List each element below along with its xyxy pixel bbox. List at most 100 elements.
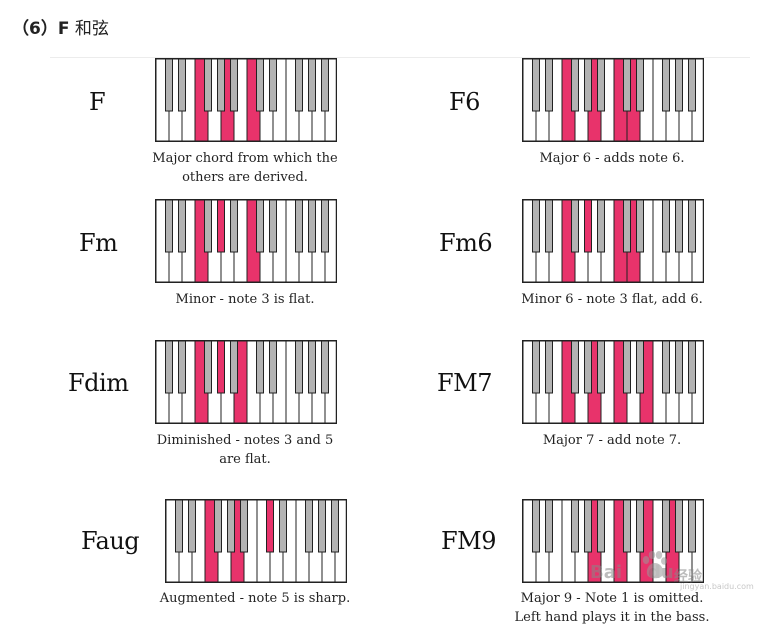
black-key	[597, 58, 605, 112]
section-number: （6）	[12, 19, 58, 39]
chord-description: Major 9 - Note 1 is omitted. Left hand p…	[497, 589, 727, 627]
black-key	[675, 199, 683, 253]
black-key	[227, 499, 235, 553]
chord-name: FM7	[437, 369, 493, 397]
chord-description: Diminished - notes 3 and 5 are flat.	[130, 431, 360, 469]
chord-description: Major chord from which the others are de…	[130, 149, 360, 187]
black-key	[662, 499, 670, 553]
keyboard-frame	[522, 499, 704, 583]
chord-cell-Faug: Faug Augmented - note 5 is sharp.	[0, 0, 350, 606]
black-key	[623, 340, 631, 394]
chord-cell-F6: F6 Major 6 - adds note 6.	[0, 0, 704, 166]
keyboard-diagram	[155, 58, 337, 142]
black-key	[675, 58, 683, 112]
black-key	[178, 340, 186, 394]
black-key	[675, 340, 683, 394]
black-key	[165, 340, 173, 394]
chord-description: Minor 6 - note 3 flat, add 6.	[497, 290, 727, 309]
black-key	[584, 199, 592, 253]
keyboard-frame	[522, 58, 704, 142]
keyboard-diagram	[522, 58, 704, 142]
black-key	[597, 199, 605, 253]
section-chord-letter: F	[57, 19, 70, 39]
black-key	[214, 499, 222, 553]
black-key	[688, 199, 696, 253]
chord-description: Major 6 - adds note 6.	[497, 149, 727, 168]
black-key	[532, 199, 540, 253]
chord-cell-Fdim: Fdim Diminished - notes 3 and 5 are flat…	[0, 0, 340, 467]
black-key	[295, 340, 303, 394]
black-key	[571, 499, 579, 553]
description-line: are flat.	[219, 452, 271, 467]
chord-name: F6	[449, 88, 480, 116]
black-key	[230, 340, 238, 394]
black-key	[321, 340, 329, 394]
description-line: Major chord from which the	[152, 151, 338, 166]
black-key	[636, 340, 644, 394]
chord-description: Augmented - note 5 is sharp.	[140, 589, 370, 608]
keyboard-diagram	[155, 340, 337, 424]
keyboard-frame	[155, 199, 337, 283]
chord-name: Fdim	[68, 369, 129, 397]
description-line: Major 9 - Note 1 is omitted.	[520, 591, 704, 606]
black-key	[571, 199, 579, 253]
description-line: Left hand plays it in the bass.	[514, 610, 710, 625]
keyboard-frame	[522, 199, 704, 283]
black-key	[623, 58, 631, 112]
black-key	[636, 199, 644, 253]
black-key	[571, 340, 579, 394]
black-key	[178, 199, 186, 253]
black-key	[266, 499, 274, 553]
black-key	[532, 340, 540, 394]
black-key	[688, 58, 696, 112]
black-key	[318, 499, 326, 553]
keyboard-diagram	[522, 340, 704, 424]
black-key	[532, 499, 540, 553]
chord-name: F	[89, 88, 106, 116]
description-line: Major 7 - add note 7.	[542, 433, 682, 448]
black-key	[165, 199, 173, 253]
black-key	[217, 340, 225, 394]
black-key	[662, 58, 670, 112]
black-key	[675, 499, 683, 553]
black-key	[256, 340, 264, 394]
black-key	[279, 499, 287, 553]
description-line: Minor - note 3 is flat.	[175, 292, 315, 307]
chord-description: Minor - note 3 is flat.	[130, 290, 360, 309]
keyboard-frame	[155, 340, 337, 424]
black-key	[688, 340, 696, 394]
black-key	[331, 499, 339, 553]
chord-name: FM9	[441, 527, 497, 555]
chord-cell-F: F Major chord from which the others are …	[0, 0, 340, 185]
keyboard-diagram	[522, 199, 704, 283]
black-key	[217, 199, 225, 253]
divider	[50, 57, 750, 58]
black-key	[532, 58, 540, 112]
black-key	[623, 199, 631, 253]
black-key	[662, 199, 670, 253]
black-key	[308, 199, 316, 253]
black-key	[269, 199, 277, 253]
chord-cell-Fm6: Fm6 Minor 6 - note 3 flat, add 6.	[0, 0, 704, 307]
black-key	[584, 499, 592, 553]
chord-name: Fm6	[439, 229, 493, 257]
black-key	[269, 340, 277, 394]
black-key	[688, 499, 696, 553]
chord-cell-FM7: FM7 Major 7 - add note 7.	[0, 0, 704, 448]
black-key	[597, 340, 605, 394]
chord-cell-Fm: Fm Minor - note 3 is flat.	[0, 0, 340, 307]
keyboard-diagram	[165, 499, 347, 583]
black-key	[662, 340, 670, 394]
keyboard-frame	[165, 499, 347, 583]
black-key	[545, 499, 553, 553]
black-key	[584, 58, 592, 112]
black-key	[204, 199, 212, 253]
chord-name: Faug	[81, 527, 140, 555]
black-key	[321, 199, 329, 253]
description-line: Diminished - notes 3 and 5	[156, 433, 334, 448]
description-line: others are derived.	[182, 170, 308, 185]
black-key	[545, 199, 553, 253]
keyboard-diagram	[522, 499, 704, 583]
chord-cell-FM9: FM9 Major 9 - Note 1 is omitted. Left ha…	[0, 0, 709, 625]
chord-description: Major 7 - add note 7.	[497, 431, 727, 450]
